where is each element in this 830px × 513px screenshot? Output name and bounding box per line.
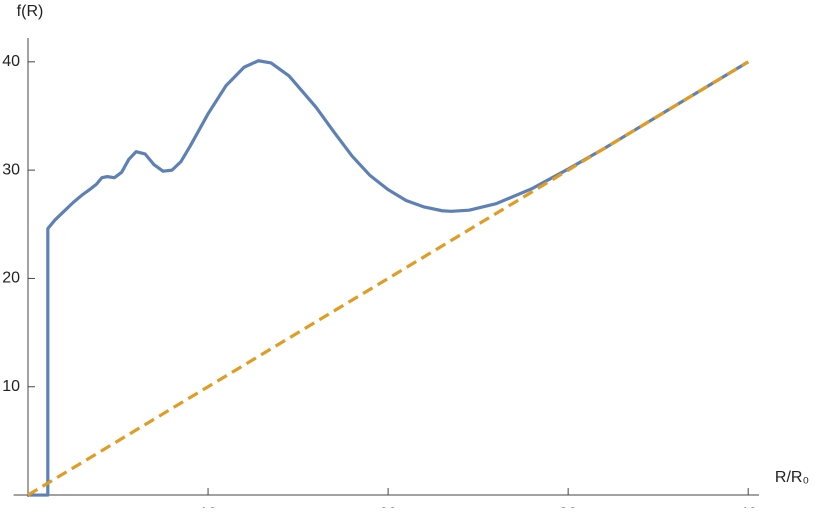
y-axis-label: f(R) <box>17 3 44 20</box>
y-tick-label: 40 <box>2 53 20 70</box>
x-axis-label: R/R₀ <box>775 469 809 486</box>
data-line <box>28 59 750 497</box>
data-line <box>27 60 750 497</box>
y-tick-label: 20 <box>2 270 20 287</box>
y-tick-label: 30 <box>2 161 20 178</box>
y-tick-label: 10 <box>2 378 20 395</box>
